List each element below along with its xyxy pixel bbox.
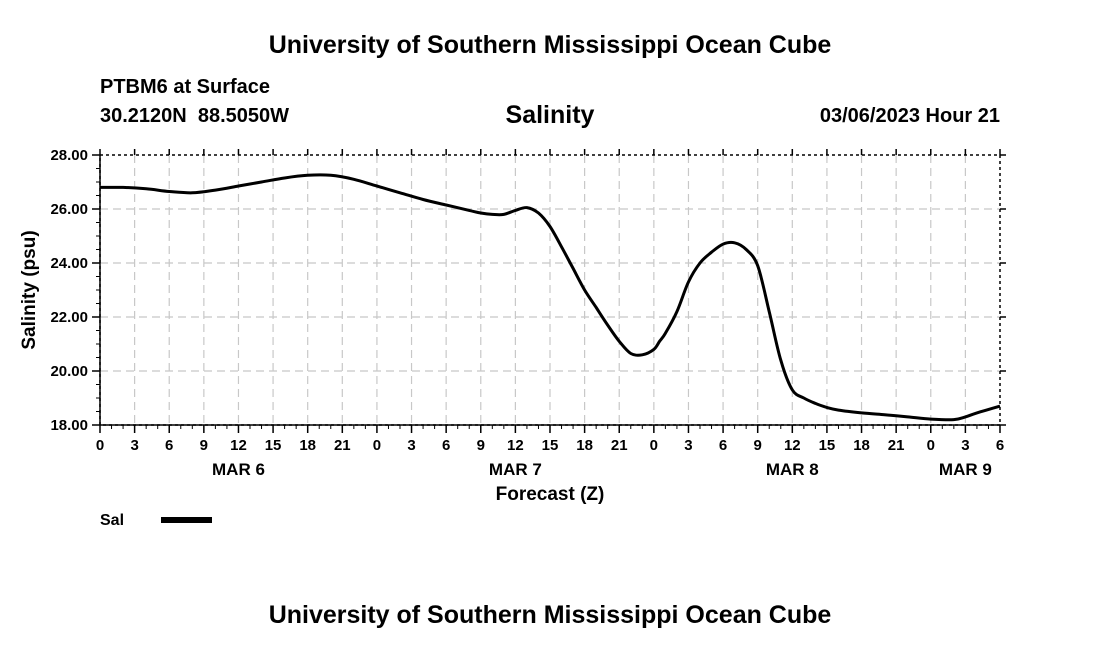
date-label: MAR 9 (939, 460, 992, 479)
series-line-sal (99, 173, 1001, 422)
x-tick-label: 12 (230, 437, 247, 454)
x-tick-label: 18 (299, 437, 316, 454)
x-tick-label: 9 (477, 437, 485, 454)
x-axis-label: Forecast (Z) (496, 484, 605, 505)
y-tick-label: 18.00 (50, 417, 88, 434)
date-label: MAR 7 (489, 460, 542, 479)
x-tick-label: 12 (784, 437, 801, 454)
x-tick-label: 9 (200, 437, 208, 454)
y-tick-label: 24.00 (50, 255, 88, 272)
x-tick-label: 3 (407, 437, 415, 454)
x-tick-label: 6 (165, 437, 173, 454)
x-tick-label: 3 (130, 437, 138, 454)
x-tick-label: 15 (542, 437, 559, 454)
x-tick-label: 6 (996, 437, 1004, 454)
x-tick-label: 21 (888, 437, 905, 454)
x-tick-label: 21 (611, 437, 628, 454)
date-label: MAR 6 (212, 460, 265, 479)
x-tick-label: 0 (373, 437, 381, 454)
y-axis-label: Salinity (psu) (19, 230, 40, 349)
station-coordinates: 30.2120N 88.5050W (100, 105, 290, 127)
y-tick-label: 28.00 (50, 147, 88, 164)
x-tick-label: 0 (927, 437, 935, 454)
x-tick-label: 18 (576, 437, 593, 454)
chart-title: Salinity (505, 101, 595, 129)
y-tick-label: 26.00 (50, 201, 88, 218)
x-tick-label: 0 (650, 437, 658, 454)
x-tick-label: 15 (819, 437, 836, 454)
x-tick-label: 15 (265, 437, 282, 454)
forecast-datetime: 03/06/2023 Hour 21 (819, 105, 1000, 127)
x-tick-label: 21 (334, 437, 351, 454)
y-tick-label: 20.00 (50, 363, 88, 380)
x-tick-label: 18 (853, 437, 870, 454)
station-label: PTBM6 at Surface (100, 76, 271, 98)
x-tick-label: 3 (961, 437, 969, 454)
x-tick-label: 3 (684, 437, 692, 454)
page-title: University of Southern Mississippi Ocean… (268, 31, 832, 59)
chart-grid (100, 155, 1000, 425)
axes: 0 3 6 9 12 15 18 21 0 3 6 9 12 15 18 21 0 3 6 9 12 15 18 21 0 3 6 1… (50, 147, 1006, 479)
x-tick-label: 6 (442, 437, 450, 454)
date-label: MAR 8 (766, 460, 819, 479)
y-tick-label: 22.00 (50, 309, 88, 326)
legend-label: Sal (100, 512, 124, 529)
x-tick-label: 0 (96, 437, 104, 454)
x-tick-label: 12 (507, 437, 524, 454)
x-tick-label: 6 (719, 437, 727, 454)
footer-title: University of Southern Mississippi Ocean… (268, 601, 832, 629)
x-tick-label: 9 (754, 437, 762, 454)
